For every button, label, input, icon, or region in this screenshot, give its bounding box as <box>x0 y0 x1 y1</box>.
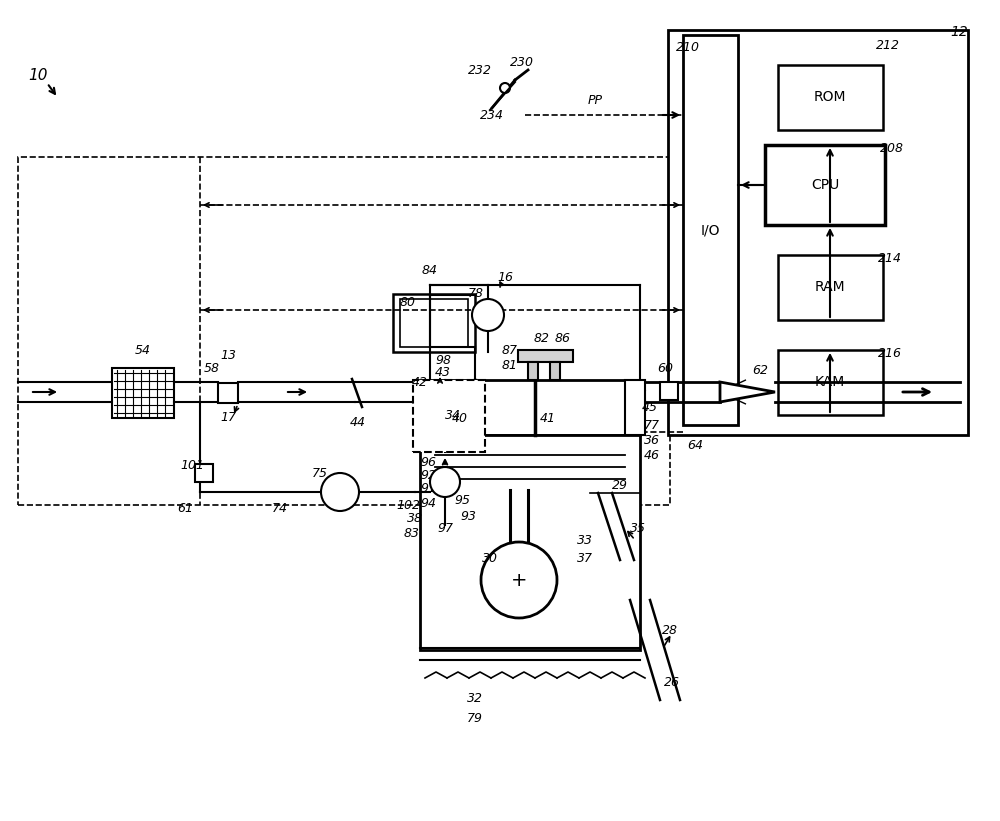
Text: 212: 212 <box>876 39 900 52</box>
Polygon shape <box>720 382 775 402</box>
Text: 37: 37 <box>577 552 593 565</box>
Text: 30: 30 <box>482 552 498 565</box>
Text: I/O: I/O <box>700 223 720 237</box>
Text: RAM: RAM <box>815 280 845 294</box>
Circle shape <box>481 542 557 618</box>
Text: 43: 43 <box>435 365 451 378</box>
Text: ROM: ROM <box>814 90 846 104</box>
Bar <box>518 350 573 362</box>
Text: 75: 75 <box>312 466 328 479</box>
Text: 77: 77 <box>644 419 660 432</box>
Text: 84: 84 <box>422 264 438 277</box>
Bar <box>668 30 968 435</box>
Text: 12: 12 <box>950 25 968 39</box>
Text: 36: 36 <box>644 433 660 447</box>
Text: 81: 81 <box>502 359 518 371</box>
Text: 40: 40 <box>452 411 468 424</box>
Text: 38: 38 <box>407 511 423 525</box>
Text: 95: 95 <box>454 493 470 507</box>
Bar <box>420 380 640 435</box>
Text: CPU: CPU <box>811 178 839 192</box>
Text: 86: 86 <box>555 332 571 345</box>
Bar <box>660 382 678 400</box>
Text: 62: 62 <box>752 364 768 377</box>
Text: 87: 87 <box>502 343 518 356</box>
Text: 96: 96 <box>420 456 436 469</box>
Bar <box>112 368 174 418</box>
Text: 230: 230 <box>510 56 534 68</box>
Text: 32: 32 <box>467 691 483 704</box>
Text: 10: 10 <box>28 67 48 82</box>
Bar <box>400 299 468 347</box>
Bar <box>18 157 670 505</box>
Bar <box>420 435 640 650</box>
Bar <box>528 362 538 380</box>
Text: 17: 17 <box>220 410 236 424</box>
Text: 98: 98 <box>435 354 451 366</box>
Text: 210: 210 <box>676 40 700 53</box>
Text: KAM: KAM <box>815 375 845 389</box>
Bar <box>393 294 475 352</box>
Text: 64: 64 <box>687 438 703 452</box>
Text: 29: 29 <box>612 479 628 492</box>
Bar <box>413 380 485 452</box>
Text: PP: PP <box>588 94 602 107</box>
Text: 16: 16 <box>497 270 513 283</box>
Text: 28: 28 <box>662 623 678 636</box>
Bar <box>195 464 213 482</box>
Text: 83: 83 <box>404 526 420 539</box>
Text: 46: 46 <box>644 448 660 461</box>
Bar <box>683 35 738 425</box>
Text: 33: 33 <box>577 534 593 547</box>
Text: 26: 26 <box>664 676 680 689</box>
Text: 41: 41 <box>540 411 556 424</box>
Text: 42: 42 <box>412 375 428 388</box>
Text: 60: 60 <box>657 361 673 374</box>
Circle shape <box>321 473 359 511</box>
Text: 214: 214 <box>878 251 902 264</box>
Text: 78: 78 <box>468 287 484 300</box>
Text: 216: 216 <box>878 346 902 360</box>
Text: 91: 91 <box>420 481 436 494</box>
Text: 92: 92 <box>420 469 436 481</box>
Bar <box>778 255 883 320</box>
Text: 45: 45 <box>642 401 658 414</box>
Text: 35: 35 <box>630 521 646 534</box>
Bar <box>765 145 885 225</box>
Text: 61: 61 <box>177 502 193 515</box>
Bar <box>218 383 238 403</box>
Text: +: + <box>511 571 527 589</box>
Text: 34: 34 <box>445 409 461 421</box>
Text: 101: 101 <box>180 458 204 471</box>
Text: 79: 79 <box>467 712 483 724</box>
Circle shape <box>500 83 510 93</box>
Text: 82: 82 <box>534 332 550 345</box>
Bar <box>778 350 883 415</box>
Text: 234: 234 <box>480 108 504 122</box>
Text: 74: 74 <box>272 502 288 515</box>
Text: 102: 102 <box>396 498 420 511</box>
Text: 97: 97 <box>437 521 453 534</box>
Bar <box>550 362 560 380</box>
Bar <box>778 65 883 130</box>
Text: 44: 44 <box>350 415 366 429</box>
Text: 93: 93 <box>460 510 476 522</box>
Text: 94: 94 <box>420 497 436 510</box>
Text: 13: 13 <box>220 348 236 361</box>
Text: 208: 208 <box>880 141 904 154</box>
Text: 58: 58 <box>204 361 220 374</box>
Circle shape <box>472 299 504 331</box>
Text: 54: 54 <box>135 343 151 356</box>
Text: 232: 232 <box>468 63 492 76</box>
Text: 80: 80 <box>400 296 416 309</box>
Circle shape <box>430 467 460 497</box>
Bar <box>625 380 645 435</box>
